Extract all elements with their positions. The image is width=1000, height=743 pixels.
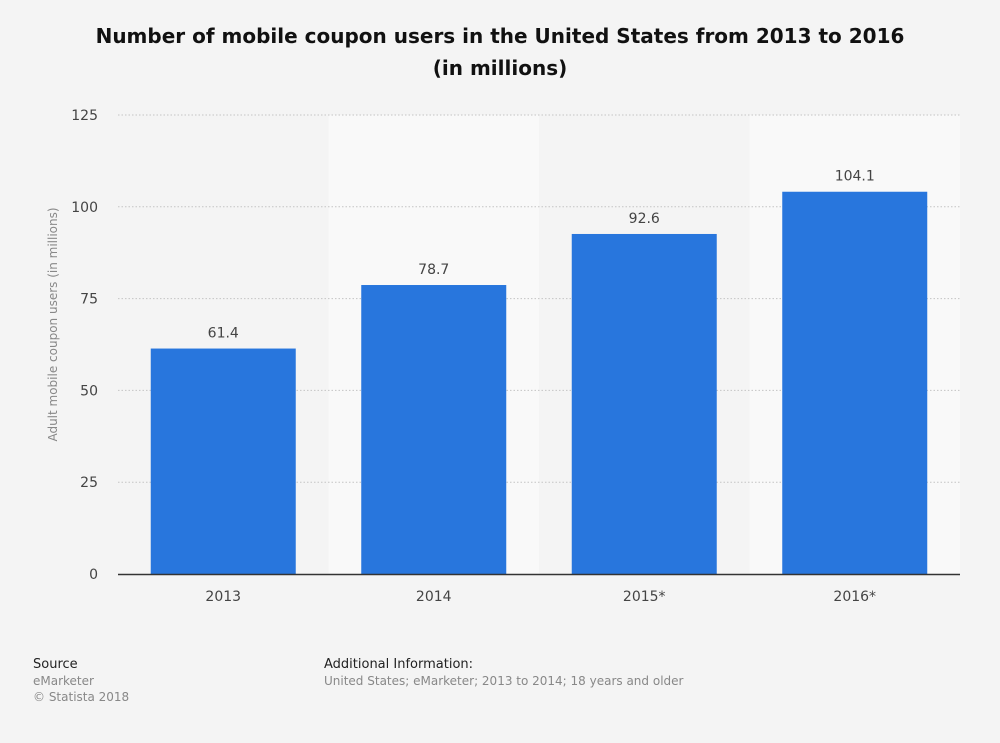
additional-info-heading: Additional Information: [324,657,474,672]
x-tick-label: 2016* [833,589,876,605]
y-tick-label: 50 [80,383,98,399]
y-tick-label: 0 [89,567,98,583]
value-label: 104.1 [835,169,875,185]
bar [782,191,928,574]
value-label: 61.4 [208,326,239,342]
y-tick-label: 125 [71,108,98,124]
y-axis-ticks: 0 25 50 75 100 125 [71,108,98,583]
bar [150,348,296,574]
bar [361,285,507,574]
bar [571,233,717,575]
value-label: 78.7 [418,262,449,278]
additional-info-text: United States; eMarketer; 2013 to 2014; … [324,674,684,688]
value-label: 92.6 [629,211,660,227]
y-tick-label: 25 [80,475,98,491]
bars [150,191,928,575]
x-tick-label: 2013 [205,589,241,605]
chart-title: Number of mobile coupon users in the Uni… [95,24,905,80]
value-labels: 61.4 78.7 92.6 104.1 [208,169,875,342]
x-tick-label: 2015* [623,589,666,605]
x-axis-ticks: 2013 2014 2015* 2016* [205,589,876,605]
x-tick-label: 2014 [416,589,452,605]
source-name[interactable]: eMarketer [33,674,94,688]
y-tick-label: 75 [80,292,98,308]
additional-info-block: Additional Information: United States; e… [324,657,683,689]
y-tick-label: 100 [71,200,98,216]
source-block: Source eMarketer © Statista 2018 [33,657,129,705]
source-heading: Source [33,657,78,672]
copyright-text: © Statista 2018 [33,690,130,704]
y-axis-label: Adult mobile coupon users (in millions) [46,207,60,441]
